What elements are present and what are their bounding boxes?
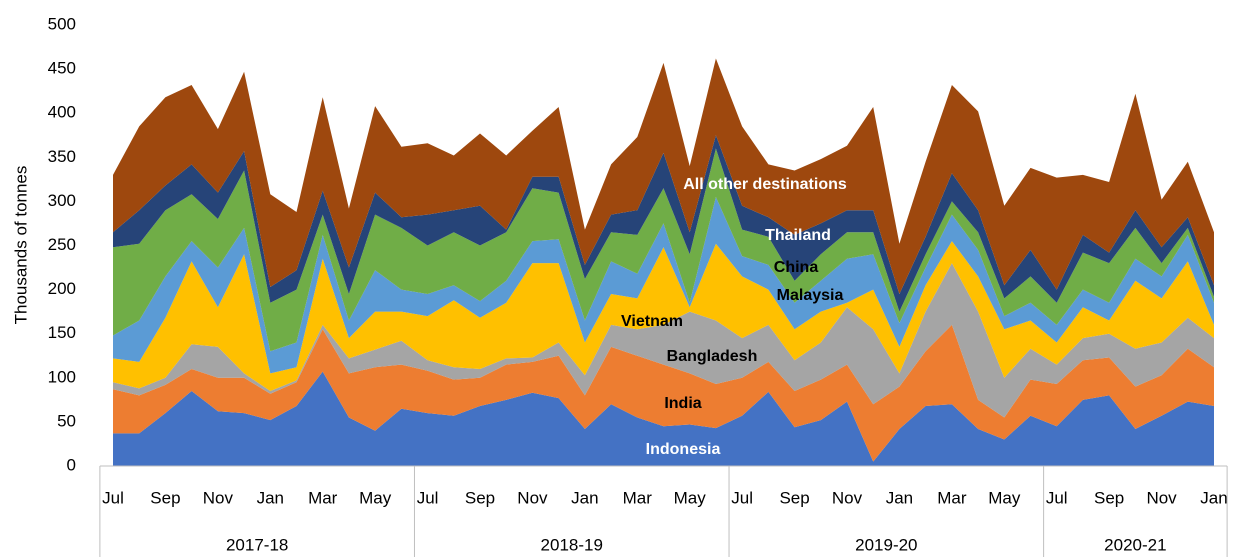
group-label: 2018-19: [541, 535, 603, 554]
series-label: Malaysia: [777, 287, 844, 304]
x-tick-label: Jan: [257, 488, 284, 507]
y-axis-label: Thousands of tonnes: [11, 166, 30, 325]
x-tick-label: Jul: [1046, 488, 1068, 507]
y-tick-label: 350: [48, 147, 76, 166]
group-label: 2019-20: [855, 535, 917, 554]
x-tick-label: Nov: [1146, 488, 1177, 507]
x-tick-label: Jul: [731, 488, 753, 507]
x-tick-label: Mar: [308, 488, 338, 507]
y-tick-label: 250: [48, 235, 76, 254]
y-tick-label: 200: [48, 279, 76, 298]
y-tick-label: 150: [48, 323, 76, 342]
area: [113, 197, 1214, 374]
x-tick-label: Jul: [102, 488, 124, 507]
x-tick-label: Jul: [417, 488, 439, 507]
x-tick-label: Nov: [832, 488, 863, 507]
series-label: Bangladesh: [667, 348, 758, 365]
x-tick-label: Sep: [465, 488, 495, 507]
y-tick-label: 50: [57, 411, 76, 430]
group-label: 2017-18: [226, 535, 288, 554]
x-tick-label: Mar: [623, 488, 653, 507]
y-tick-label: 500: [48, 14, 76, 33]
series-label: China: [774, 259, 819, 276]
series-label: India: [664, 395, 701, 412]
x-tick-label: Sep: [150, 488, 180, 507]
area: [113, 263, 1214, 418]
area: [113, 148, 1214, 352]
y-tick-label: 0: [67, 455, 76, 474]
area: [113, 324, 1214, 462]
series-label: Indonesia: [646, 441, 721, 458]
y-tick-label: 450: [48, 59, 76, 78]
series-label: Thailand: [765, 227, 831, 244]
area: [113, 58, 1214, 294]
y-tick-label: 100: [48, 367, 76, 386]
area: [113, 241, 1214, 391]
x-tick-label: Jan: [571, 488, 598, 507]
y-tick-label: 300: [48, 191, 76, 210]
x-tick-label: Mar: [937, 488, 967, 507]
x-tick-label: May: [359, 488, 392, 507]
area: [113, 135, 1214, 312]
x-tick-label: Nov: [517, 488, 548, 507]
y-tick-label: 400: [48, 103, 76, 122]
series-label: Vietnam: [621, 313, 683, 330]
x-tick-label: Nov: [203, 488, 234, 507]
group-label: 2020-21: [1104, 535, 1166, 554]
x-tick-label: Sep: [779, 488, 809, 507]
series-label: All other destinations: [683, 176, 847, 193]
x-tick-label: Jan: [886, 488, 913, 507]
x-tick-label: Sep: [1094, 488, 1124, 507]
x-tick-label: May: [674, 488, 707, 507]
x-tick-label: May: [988, 488, 1021, 507]
x-tick-label: Jan: [1200, 488, 1227, 507]
area: [113, 371, 1214, 466]
